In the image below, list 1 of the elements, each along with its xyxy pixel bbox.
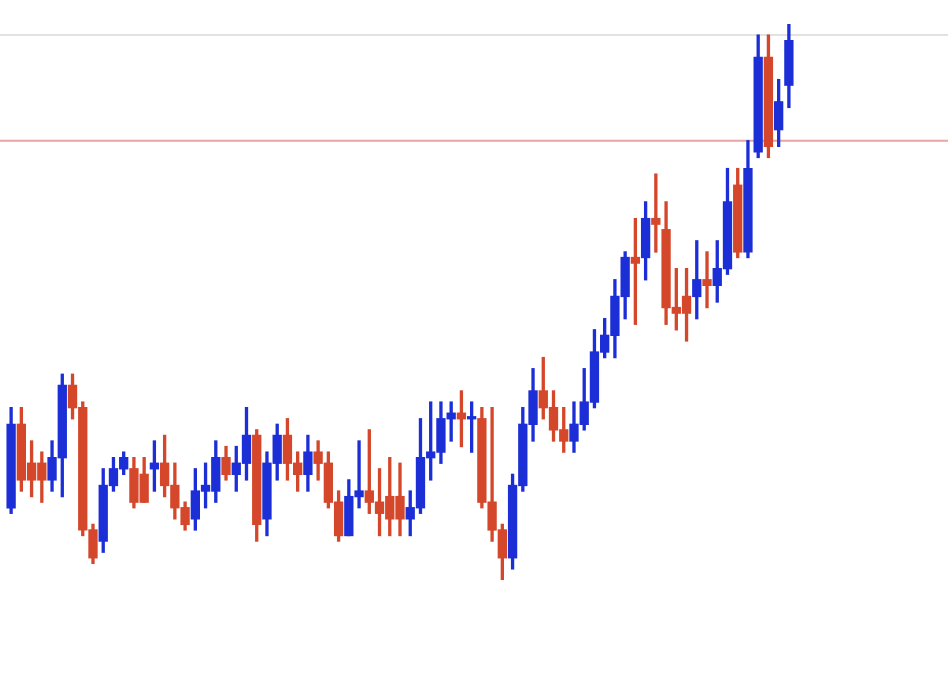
candlestick xyxy=(702,251,712,309)
